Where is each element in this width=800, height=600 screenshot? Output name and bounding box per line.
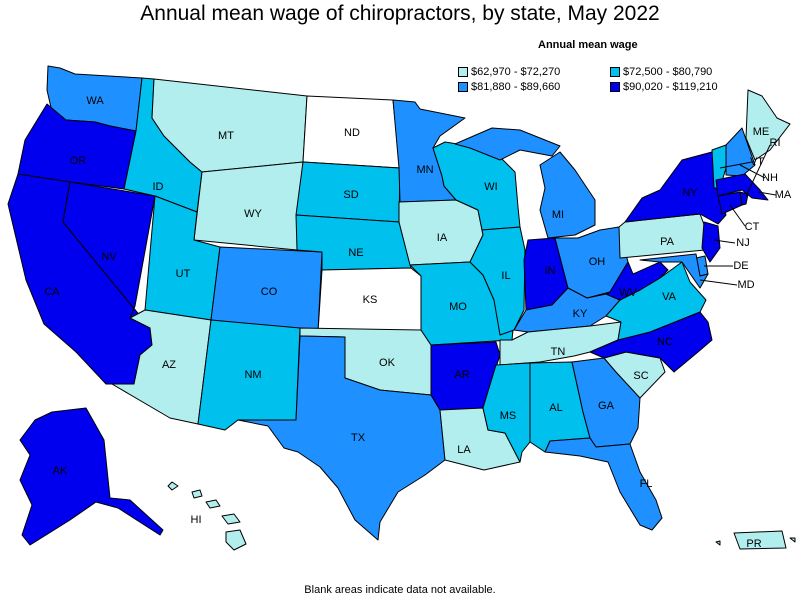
state-label-fl: FL xyxy=(640,478,653,490)
state-label-hi: HI xyxy=(191,514,202,526)
labels-layer: WA OR CA NV ID MT WY UT AZ CO NM ND SD NE KS OK TX MN IA MO… xyxy=(44,95,792,550)
state-label-ok: OK xyxy=(379,357,396,369)
state-label-md: MD xyxy=(737,279,754,291)
footnote: Blank areas indicate data not available. xyxy=(304,584,496,596)
legend-swatch-4 xyxy=(610,82,620,92)
state-label-ms: MS xyxy=(500,410,517,422)
state-label-ia: IA xyxy=(437,232,448,244)
state-vt[interactable] xyxy=(711,144,727,189)
state-label-mi: MI xyxy=(552,209,564,221)
state-label-ca: CA xyxy=(44,286,60,298)
state-label-in: IN xyxy=(545,265,556,277)
state-label-mo: MO xyxy=(449,301,467,313)
leader-line-md xyxy=(699,279,738,286)
state-label-ne: NE xyxy=(348,247,363,259)
legend-swatch-1 xyxy=(458,67,468,77)
state-label-pa: PA xyxy=(660,236,675,248)
state-label-co: CO xyxy=(261,286,278,298)
state-nj[interactable] xyxy=(701,221,721,263)
state-ny[interactable] xyxy=(624,151,727,225)
state-wy[interactable] xyxy=(193,161,304,251)
state-label-nj: NJ xyxy=(736,237,749,249)
leader-line-ri xyxy=(745,144,771,197)
legend-item-4: $90,020 - $119,210 xyxy=(610,81,718,94)
legend-label-4: $90,020 - $119,210 xyxy=(623,81,718,93)
state-label-ak: AK xyxy=(53,465,68,477)
leader-line-nh xyxy=(739,164,766,179)
legend-item-1: $62,970 - $72,270 xyxy=(458,66,560,79)
map-title: Annual mean wage of chiropractors, by st… xyxy=(140,2,660,25)
state-ct[interactable] xyxy=(717,191,743,215)
state-label-nc: NC xyxy=(657,336,673,348)
state-nh[interactable] xyxy=(725,127,756,177)
legend-title: Annual mean wage xyxy=(538,39,638,51)
state-label-tx: TX xyxy=(351,432,366,444)
legend-swatch-3 xyxy=(458,82,468,92)
state-label-nh: NH xyxy=(762,172,778,184)
state-label-tn: TN xyxy=(551,346,566,358)
leader-lines xyxy=(699,144,777,286)
state-label-pr: PR xyxy=(746,538,761,550)
state-me[interactable] xyxy=(745,89,791,161)
state-label-ar: AR xyxy=(454,369,469,381)
state-label-sd: SD xyxy=(343,189,358,201)
state-label-or: OR xyxy=(70,155,87,167)
state-label-ny: NY xyxy=(682,187,698,199)
state-pr[interactable] xyxy=(715,530,796,550)
state-label-il: IL xyxy=(501,270,510,282)
state-label-de: DE xyxy=(733,260,748,272)
state-mi[interactable] xyxy=(454,127,596,239)
legend-label-2: $72,500 - $80,790 xyxy=(623,66,713,78)
state-label-az: AZ xyxy=(162,359,176,371)
state-ak[interactable] xyxy=(19,407,164,546)
state-label-ri: RI xyxy=(770,137,781,149)
legend-label-1: $62,970 - $72,270 xyxy=(471,66,561,78)
state-label-wy: WY xyxy=(244,208,262,220)
state-hi[interactable] xyxy=(167,481,247,551)
state-label-nd: ND xyxy=(344,127,360,139)
state-label-ga: GA xyxy=(598,400,615,412)
state-label-mt: MT xyxy=(218,130,234,142)
state-label-ct: CT xyxy=(745,221,760,233)
state-label-id: ID xyxy=(153,181,164,193)
state-label-ut: UT xyxy=(176,268,191,280)
leader-line-nj xyxy=(713,239,736,244)
state-label-wa: WA xyxy=(86,95,104,107)
legend-label-3: $81,880 - $89,660 xyxy=(471,81,561,93)
legend-item-3: $81,880 - $89,660 xyxy=(458,81,560,94)
leader-line-ct xyxy=(729,204,746,227)
state-label-nv: NV xyxy=(101,251,117,263)
state-label-wv: WV xyxy=(619,287,637,299)
state-wv[interactable] xyxy=(605,261,669,301)
state-label-ky: KY xyxy=(573,308,588,320)
state-label-wi: WI xyxy=(484,181,497,193)
state-label-ks: KS xyxy=(363,294,378,306)
state-label-mn: MN xyxy=(416,164,433,176)
states-layer xyxy=(7,65,796,551)
legend-item-2: $72,500 - $80,790 xyxy=(610,66,712,79)
state-tx[interactable] xyxy=(237,335,446,541)
state-fl[interactable] xyxy=(544,437,663,531)
leader-line-vt xyxy=(719,161,753,169)
legend-swatch-2 xyxy=(610,67,620,77)
state-il[interactable] xyxy=(469,226,526,336)
state-label-va: VA xyxy=(662,291,677,303)
state-label-oh: OH xyxy=(589,256,606,268)
state-label-ma: MA xyxy=(775,189,792,201)
state-label-me: ME xyxy=(753,126,770,138)
state-label-nm: NM xyxy=(244,369,261,381)
state-label-al: AL xyxy=(549,402,562,414)
state-label-la: LA xyxy=(457,444,471,456)
leader-line-ma xyxy=(757,191,777,196)
state-label-sc: SC xyxy=(633,370,648,382)
